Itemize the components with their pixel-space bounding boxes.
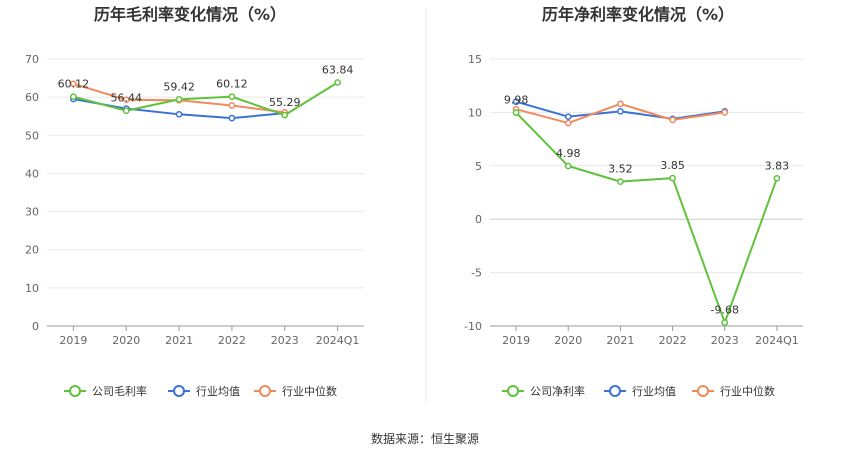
chart2-data-label: 3.83 — [765, 159, 790, 172]
chart1-data-label: 60.12 — [216, 78, 248, 91]
chart2-legend-marker-avg — [609, 385, 621, 397]
chart2-data-label: -9.68 — [711, 304, 739, 317]
chart2-legend-marker-company — [507, 385, 519, 397]
chart2-y-tick-label: -5 — [471, 267, 482, 280]
chart2-data-point-company — [617, 178, 624, 185]
chart2-data-label: 3.52 — [608, 163, 633, 176]
chart2-data-label: 3.85 — [660, 159, 685, 172]
chart2-x-tick-label: 2023 — [711, 334, 739, 347]
chart1-y-tick-label: 10 — [25, 282, 39, 295]
chart2-data-point-avg — [512, 98, 520, 106]
chart2-y-tick-label: 0 — [475, 213, 482, 226]
chart1-data-point-median — [122, 96, 130, 104]
data-source: 数据来源：恒生聚源 — [371, 431, 479, 446]
chart1-legend-label: 公司毛利率 — [92, 384, 147, 398]
chart1-data-point-company — [334, 79, 341, 86]
chart2-data-label: 9.98 — [504, 94, 529, 107]
chart1-legend-marker-avg — [173, 385, 185, 397]
chart2-title: 历年净利率变化情况（%） — [542, 5, 734, 24]
chart2-x-tick-label: 2020 — [554, 334, 582, 347]
chart1-data-point-avg — [228, 114, 236, 122]
chart2-y-tick-label: -10 — [464, 320, 482, 333]
chart1-data-label: 55.29 — [269, 96, 301, 109]
chart2-x-tick-label: 2021 — [606, 334, 634, 347]
chart1-legend-marker-company — [69, 385, 81, 397]
chart1-x-tick-label: 2024Q1 — [316, 334, 360, 347]
chart1-data-label: 59.42 — [163, 80, 195, 93]
chart1-data-point-avg — [175, 110, 183, 118]
chart1-x-tick-label: 2019 — [59, 334, 87, 347]
chart1-data-point-median — [228, 102, 236, 109]
chart1-y-tick-label: 50 — [25, 129, 39, 142]
chart2-data-point-median — [617, 100, 624, 108]
chart1-x-tick-label: 2023 — [271, 334, 299, 347]
chart2-x-tick-label: 2024Q1 — [755, 334, 799, 347]
chart1-legend-label: 行业均值 — [196, 385, 240, 398]
chart2-data-point-company — [773, 174, 781, 182]
chart1-y-tick-label: 30 — [25, 206, 39, 219]
chart2-data-point-median — [669, 116, 676, 124]
chart2-data-point-median — [564, 119, 572, 127]
chart2-data-point-company — [669, 174, 676, 182]
chart1-y-tick-label: 70 — [25, 53, 39, 66]
chart2-x-tick-label: 2019 — [502, 334, 530, 347]
chart2-data-label: 4.98 — [556, 147, 581, 160]
chart1-x-tick-label: 2020 — [112, 334, 140, 347]
chart1-x-tick-label: 2021 — [165, 334, 193, 347]
chart1-data-label: 56.44 — [111, 92, 143, 105]
chart2-y-tick-label: 15 — [468, 53, 482, 66]
chart2-data-point-avg — [564, 113, 572, 121]
chart2-y-tick-label: 5 — [475, 160, 482, 173]
chart2-legend-marker-median — [697, 385, 709, 397]
chart1-data-point-median — [70, 80, 77, 88]
chart1-data-point-company — [281, 111, 289, 119]
chart1-title: 历年毛利率变化情况（%） — [94, 5, 286, 24]
chart1-legend-marker-median — [259, 385, 271, 397]
chart1-x-tick-label: 2022 — [218, 334, 246, 347]
chart2-legend-label: 公司净利率 — [530, 384, 585, 398]
chart2-series-line-company — [515, 111, 778, 324]
chart2-legend-label: 行业中位数 — [720, 384, 775, 398]
chart2-data-point-company — [512, 109, 520, 116]
chart1-y-tick-label: 40 — [25, 167, 39, 180]
chart1-legend-label: 行业中位数 — [282, 384, 337, 398]
chart1-y-tick-label: 20 — [25, 244, 39, 257]
chart2-data-point-company — [721, 319, 729, 326]
chart2-y-tick-label: 10 — [468, 106, 482, 119]
chart1-data-point-company — [122, 107, 130, 115]
chart2-data-point-median — [721, 109, 729, 116]
chart1-series-line-company — [73, 81, 339, 117]
chart1-y-tick-label: 60 — [25, 91, 39, 104]
chart1-data-point-company — [70, 93, 77, 101]
chart1-data-point-company — [175, 96, 183, 103]
chart1-data-point-company — [228, 93, 236, 101]
chart1-y-tick-label: 0 — [32, 320, 39, 333]
chart2-data-point-company — [564, 162, 572, 170]
chart2-data-point-avg — [617, 107, 624, 115]
chart1-data-label: 63.84 — [322, 63, 354, 76]
chart2-x-tick-label: 2022 — [659, 334, 687, 347]
chart2-legend-label: 行业均值 — [632, 385, 676, 398]
chart1-data-label: 60.12 — [58, 78, 90, 91]
